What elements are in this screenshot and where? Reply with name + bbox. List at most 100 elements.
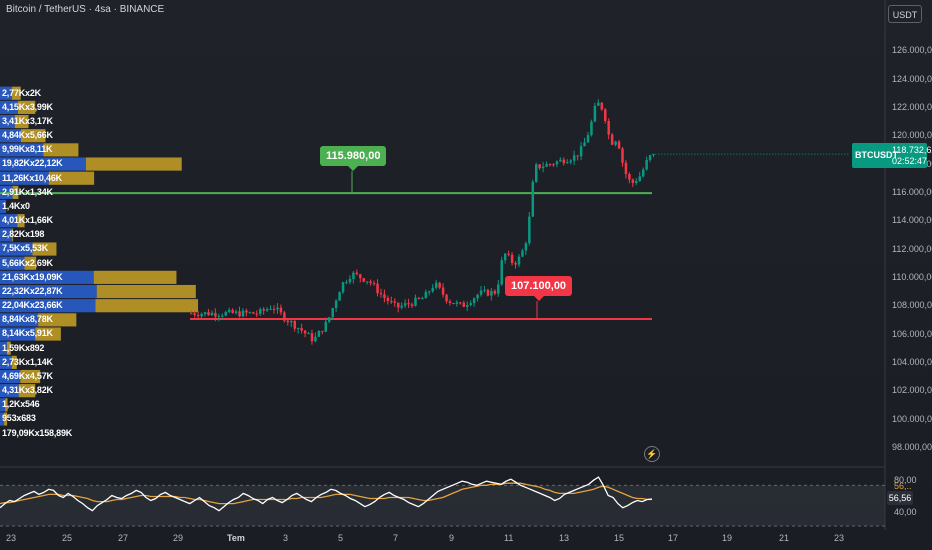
candle-body bbox=[593, 105, 597, 122]
vp-sell-bar bbox=[11, 355, 17, 369]
candle-body bbox=[214, 312, 217, 317]
vp-sell-bar bbox=[17, 214, 25, 228]
currency-button[interactable]: USDT bbox=[888, 5, 922, 23]
candle-body bbox=[438, 282, 441, 288]
vp-sell-bar bbox=[12, 228, 14, 242]
candle-body bbox=[434, 282, 438, 288]
vp-buy-bar bbox=[0, 129, 21, 143]
vp-row-label: 2,91Kx1,34K bbox=[2, 186, 53, 197]
candle-body bbox=[576, 155, 579, 157]
candle-body bbox=[555, 161, 559, 165]
vp-buy-bar bbox=[0, 384, 19, 398]
candle-body bbox=[562, 159, 566, 164]
candle-body bbox=[265, 309, 269, 311]
vp-buy-bar bbox=[0, 171, 49, 185]
candle-body bbox=[507, 253, 510, 255]
vp-row-label: 11,26Kx10,46K bbox=[2, 172, 62, 183]
candle-body bbox=[503, 253, 507, 261]
price-tick-label: 122.000,00 bbox=[892, 101, 932, 112]
vp-buy-bar bbox=[0, 284, 97, 299]
candle-body bbox=[317, 330, 321, 337]
candle-body bbox=[410, 304, 414, 306]
candle-body bbox=[314, 336, 317, 342]
vp-row-label: 2,73Kx1,14K bbox=[2, 356, 53, 367]
price-tick-label: 112.000,00 bbox=[892, 243, 932, 254]
candle-body bbox=[362, 278, 365, 282]
vp-buy-bar bbox=[0, 369, 21, 384]
rsi-line bbox=[0, 476, 653, 512]
support-tag-pointer bbox=[348, 166, 359, 172]
support-level-label: 115.980,00 bbox=[326, 150, 381, 163]
candle-body bbox=[276, 307, 279, 310]
candle-body bbox=[262, 309, 265, 311]
vp-sell-bar bbox=[20, 129, 46, 143]
price-tick-label: 124.000,00 bbox=[892, 73, 932, 84]
price-tick-label: 126.000,00 bbox=[892, 45, 932, 56]
candle-body bbox=[286, 320, 290, 323]
candle-body bbox=[586, 135, 590, 143]
candle-body bbox=[538, 164, 541, 169]
vp-sell-bar bbox=[48, 171, 95, 185]
current-price-badge: BTCUSDT 118.732,62 02:52:47 bbox=[852, 143, 932, 168]
vp-sell-bar bbox=[12, 86, 21, 100]
candle-body bbox=[631, 179, 635, 183]
candle-body bbox=[479, 290, 483, 295]
vp-row-label: 4,15Kx3,99K bbox=[2, 101, 53, 112]
candle-body bbox=[645, 159, 648, 170]
vp-row-label: 1,59Kx892 bbox=[2, 342, 45, 353]
candle-body bbox=[341, 282, 345, 293]
price-tick-label: 102.000,00 bbox=[892, 385, 932, 396]
vp-row-label: 3,41Kx3,17K bbox=[2, 115, 53, 126]
vp-sell-bar bbox=[24, 256, 37, 270]
vp-row-label: 2,82Kx198 bbox=[2, 229, 45, 240]
resistance-tag-pointer bbox=[533, 295, 544, 301]
vp-sell-bar bbox=[18, 384, 36, 398]
time-tick-label: 27 bbox=[118, 533, 129, 543]
candle-body bbox=[307, 333, 310, 335]
vp-buy-bar bbox=[0, 114, 15, 129]
candle-body bbox=[290, 320, 293, 323]
candle-body bbox=[200, 313, 203, 317]
vp-buy-bar bbox=[0, 86, 13, 100]
candle-body bbox=[614, 141, 617, 145]
price-tick-label: 108.000,00 bbox=[892, 300, 932, 311]
candle-body bbox=[569, 160, 572, 163]
candle-body bbox=[635, 181, 638, 183]
price-tick-label: 106.000,00 bbox=[892, 328, 932, 339]
candle-body bbox=[583, 142, 586, 147]
candle-body bbox=[252, 312, 255, 314]
rsi-band bbox=[0, 485, 885, 526]
price-tick-label: 116.000,00 bbox=[892, 186, 932, 197]
vp-row-label: 22,04Kx23,66K bbox=[2, 300, 63, 311]
lightning-icon[interactable]: ⚡ bbox=[644, 446, 660, 462]
candle-body bbox=[324, 321, 328, 332]
vp-row-label: 19,82Kx22,12K bbox=[2, 158, 63, 169]
time-tick-label: 9 bbox=[449, 533, 455, 543]
candle-body bbox=[383, 294, 386, 298]
support-level-tag[interactable]: 115.980,00 bbox=[320, 146, 387, 172]
candle-body bbox=[528, 216, 531, 244]
time-tick-label: 13 bbox=[559, 533, 570, 543]
candle-body bbox=[207, 312, 210, 316]
candle-body bbox=[472, 298, 476, 304]
candle-body bbox=[604, 109, 607, 121]
candle-body bbox=[531, 181, 535, 217]
candle-body bbox=[224, 312, 227, 316]
candle-body bbox=[652, 154, 655, 156]
price-tick-label: 120.000,00 bbox=[892, 130, 932, 141]
candle-body bbox=[193, 313, 196, 316]
chart-title: Bitcoin / TetherUS · 4sa · BINANCE bbox=[6, 4, 165, 15]
price-tick-label: 104.000,00 bbox=[892, 356, 932, 367]
vp-sell-bar bbox=[96, 284, 196, 299]
rsi-ma-value: 56,.. bbox=[894, 481, 912, 491]
current-price-value: 118.732,62 bbox=[892, 145, 932, 155]
candle-body bbox=[303, 330, 307, 334]
candle-body bbox=[621, 148, 624, 163]
candle-body bbox=[293, 320, 296, 329]
vp-row-label: 1,2Kx546 bbox=[2, 399, 40, 410]
candle-body bbox=[524, 243, 528, 251]
time-tick-label: 25 bbox=[62, 533, 73, 543]
resistance-level-tag[interactable]: 107.100,00 bbox=[505, 275, 573, 301]
candle-body bbox=[500, 260, 503, 285]
